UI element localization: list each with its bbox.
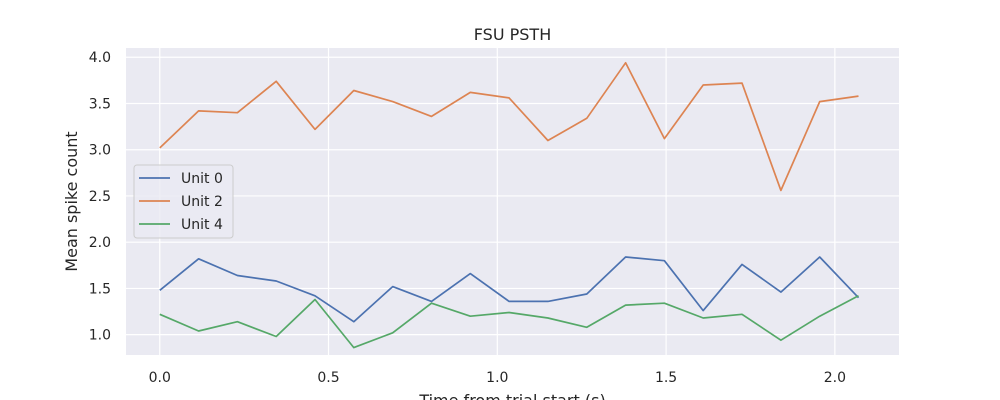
x-tick-label: 0.0	[149, 370, 171, 386]
y-tick-label: 1.5	[89, 281, 111, 297]
grid	[126, 48, 899, 355]
legend: Unit 0 Unit 2 Unit 4	[133, 164, 234, 239]
chart-title: FSU PSTH	[474, 25, 551, 44]
y-tick-label: 1.0	[89, 328, 111, 344]
y-tick-label: 2.0	[89, 235, 111, 251]
y-tick-label: 2.5	[89, 189, 111, 205]
y-axis-ticks: 1.0 1.5 2.0 2.5 3.0 3.5 4.0	[89, 50, 111, 343]
y-tick-label: 3.0	[89, 143, 111, 159]
x-tick-label: 0.5	[317, 370, 339, 386]
y-axis-label: Mean spike count	[62, 131, 81, 271]
y-tick-label: 3.5	[89, 96, 111, 112]
x-tick-label: 1.5	[655, 370, 677, 386]
series-line-unit-2	[159, 61, 859, 192]
plot-area	[126, 48, 899, 355]
x-axis-label: Time from trial start (s)	[418, 391, 605, 400]
legend-frame	[133, 164, 234, 239]
y-tick-label: 4.0	[89, 50, 111, 66]
x-tick-label: 1.0	[486, 370, 508, 386]
series-line-unit-0	[159, 256, 860, 323]
legend-label: Unit 2	[181, 194, 223, 210]
legend-label: Unit 0	[181, 171, 223, 187]
x-axis-ticks: 0.0 0.5 1.0 1.5 2.0	[149, 370, 846, 386]
series-lines	[159, 61, 860, 349]
legend-label: Unit 4	[181, 217, 223, 233]
series-line-unit-4	[159, 295, 859, 349]
x-tick-label: 2.0	[824, 370, 846, 386]
